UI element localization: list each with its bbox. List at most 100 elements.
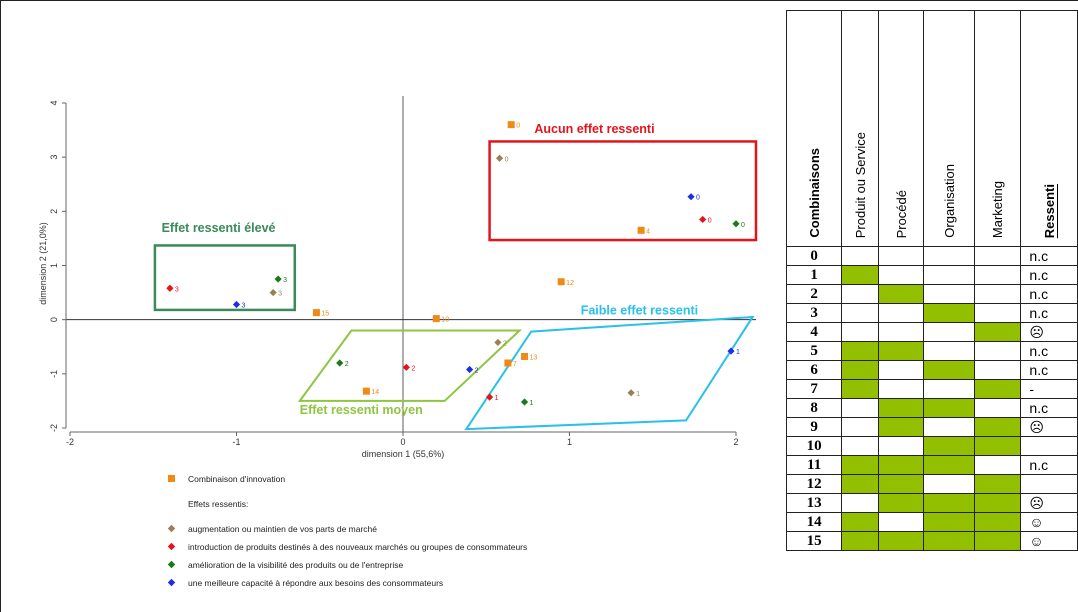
zone-effet-eleve (153, 244, 297, 312)
combination-number: 6 (786, 360, 843, 380)
effect-marker (727, 347, 735, 355)
point-label: 3 (242, 303, 246, 310)
cell-organisation (923, 455, 976, 475)
cell-procede (877, 246, 925, 266)
cell-organisation (923, 531, 976, 551)
cell-ressenti: - (1020, 379, 1078, 399)
point-label: 2 (475, 368, 479, 375)
cell-produit-service (841, 360, 879, 380)
cell-marketing (974, 531, 1022, 551)
effect-marker (466, 365, 474, 374)
effect-marker (687, 193, 695, 201)
combination-marker (637, 226, 645, 234)
cell-marketing (974, 341, 1022, 361)
cell-organisation (923, 265, 976, 285)
header-produit-service: Produit ou Service (841, 10, 879, 247)
point-label: 2 (411, 365, 415, 372)
cell-organisation (923, 246, 976, 266)
y-tick-label: 4 (49, 100, 59, 105)
cell-organisation (923, 493, 976, 513)
cell-organisation (923, 512, 976, 532)
cell-marketing (974, 360, 1022, 380)
cell-ressenti (1020, 474, 1078, 494)
cell-produit-service (841, 493, 879, 513)
table-header-row: Combinaisons Produit ou Service Procédé … (786, 10, 1078, 247)
cell-marketing (974, 322, 1022, 342)
cell-produit-service (841, 284, 879, 304)
combination-number: 13 (786, 493, 843, 513)
point-label: 7 (513, 361, 517, 368)
cell-marketing (974, 455, 1022, 475)
legend-label: amélioration de la visibilité des produi… (188, 560, 404, 570)
cell-ressenti: ☺ (1020, 512, 1078, 532)
y-axis-title: dimension 2 (21,0%) (38, 222, 48, 305)
cell-produit-service (841, 246, 879, 266)
table-row: 2 n.c (786, 284, 1078, 304)
cell-procede (877, 265, 925, 285)
point-label: 4 (646, 228, 650, 235)
x-tick-label: -1 (232, 437, 240, 447)
y-tick-label: 1 (49, 263, 59, 268)
cell-organisation (923, 379, 976, 399)
table-row: 6 n.c (786, 360, 1078, 380)
x-tick-label: 1 (567, 437, 572, 447)
combination-marker (504, 359, 512, 367)
effect-marker (269, 288, 277, 297)
table-row: 7- (786, 379, 1078, 399)
cell-procede (877, 455, 925, 475)
point-label: 2 (503, 340, 507, 347)
cell-produit-service (841, 341, 879, 361)
cell-organisation (923, 474, 976, 494)
cell-organisation (923, 303, 976, 323)
cell-ressenti: ☹ (1020, 322, 1078, 342)
table-row: 15 ☺ (786, 531, 1078, 551)
cell-marketing (974, 265, 1022, 285)
cell-produit-service (841, 379, 879, 399)
cell-marketing (974, 303, 1022, 323)
label-effet-moyen: Effet ressenti moyen (300, 403, 423, 417)
combination-marker (362, 387, 370, 395)
cell-produit-service (841, 398, 879, 418)
cell-ressenti: ☺ (1020, 531, 1078, 551)
x-tick-label: 0 (400, 437, 405, 447)
combination-number: 4 (786, 322, 843, 342)
combination-number: 14 (786, 512, 843, 532)
y-tick-label: -2 (49, 424, 59, 432)
cell-marketing (974, 379, 1022, 399)
cell-organisation (923, 398, 976, 418)
cell-organisation (923, 341, 976, 361)
cell-produit-service (841, 303, 879, 323)
combination-number: 3 (786, 303, 843, 323)
cell-produit-service (841, 474, 879, 494)
point-label: 2 (345, 361, 349, 368)
effect-marker (232, 300, 241, 309)
cell-procede (877, 436, 925, 456)
point-label: 1 (736, 349, 740, 356)
table-row: 8 n.c (786, 398, 1078, 418)
legend-title: Effets ressentis: (188, 499, 249, 509)
combination-marker (521, 353, 529, 360)
effect-marker (627, 389, 635, 397)
point-label: 0 (741, 222, 745, 229)
table-row: 5 n.c (786, 341, 1078, 361)
cell-organisation (923, 322, 976, 342)
effect-marker (274, 275, 282, 283)
effect-marker (732, 220, 740, 228)
cell-procede (877, 379, 925, 399)
legend-label: augmentation ou maintien de vos parts de… (188, 524, 378, 534)
cell-marketing (974, 417, 1022, 437)
table-row: 9 ☹ (786, 417, 1078, 437)
cell-ressenti: ☹ (1020, 417, 1078, 437)
table-row: 10 (786, 436, 1078, 456)
y-tick-label: 0 (49, 317, 59, 322)
cell-procede (877, 417, 925, 437)
combination-number: 15 (786, 531, 843, 551)
label-aucun-effet: Aucun effet ressenti (534, 122, 654, 136)
cell-marketing (974, 474, 1022, 494)
cell-ressenti: n.c (1020, 360, 1078, 380)
legend-label: Combinaison d'innovation (188, 474, 286, 484)
cell-marketing (974, 398, 1022, 418)
cell-ressenti: n.c (1020, 284, 1078, 304)
point-label: 12 (566, 280, 574, 287)
